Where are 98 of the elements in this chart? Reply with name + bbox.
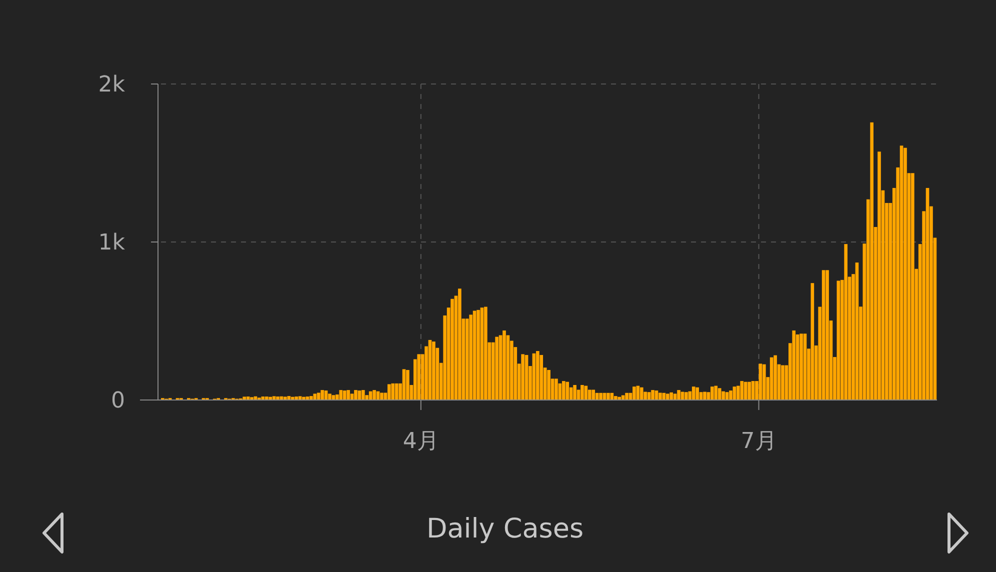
bar xyxy=(718,388,722,400)
bar xyxy=(536,351,540,400)
bar xyxy=(800,334,803,400)
bar xyxy=(428,340,432,400)
bar xyxy=(261,396,265,400)
bar xyxy=(380,392,384,400)
bar xyxy=(792,330,796,400)
bar xyxy=(803,334,807,400)
bar xyxy=(480,308,484,400)
bar xyxy=(762,364,766,400)
bar xyxy=(472,310,476,400)
bar xyxy=(588,390,592,400)
bar xyxy=(722,391,725,400)
bar xyxy=(911,173,914,400)
bar xyxy=(703,392,706,400)
bar xyxy=(692,386,696,400)
bar xyxy=(740,381,744,400)
bar xyxy=(554,378,558,400)
bar xyxy=(320,390,324,400)
bar xyxy=(573,384,576,400)
bar xyxy=(666,394,670,400)
bar xyxy=(926,188,930,400)
bar xyxy=(372,390,376,400)
bar xyxy=(640,387,644,400)
bar xyxy=(450,298,454,400)
bar xyxy=(387,384,391,400)
bar xyxy=(870,122,874,400)
bar xyxy=(391,383,395,400)
bar xyxy=(651,390,654,400)
bar xyxy=(328,394,332,400)
bar xyxy=(540,354,544,400)
bar xyxy=(855,262,859,400)
bar xyxy=(336,394,339,400)
bar xyxy=(904,148,907,400)
bar xyxy=(566,382,570,400)
bar xyxy=(836,280,840,400)
bar xyxy=(406,370,410,400)
bar xyxy=(822,270,826,400)
bar xyxy=(484,306,488,400)
bar xyxy=(599,392,602,400)
bar xyxy=(354,390,358,400)
bar xyxy=(469,314,472,400)
y-tick-label: 0 xyxy=(111,388,125,414)
bar xyxy=(614,396,618,400)
bar xyxy=(402,369,406,400)
bar xyxy=(658,392,662,400)
bar xyxy=(774,355,777,400)
bar xyxy=(310,396,313,400)
bar xyxy=(696,387,699,400)
bar xyxy=(670,392,673,400)
y-tick-label: 1k xyxy=(98,230,126,256)
bar xyxy=(781,365,784,400)
bar xyxy=(284,396,287,400)
bar xyxy=(796,334,800,400)
bar xyxy=(826,270,829,400)
x-tick-label: 4月 xyxy=(402,429,439,454)
bar xyxy=(250,397,254,400)
bar xyxy=(625,392,628,400)
bar xyxy=(900,146,904,400)
bar xyxy=(502,330,506,400)
bar xyxy=(276,396,280,400)
bar xyxy=(547,370,550,400)
bar xyxy=(287,396,291,400)
bar xyxy=(313,394,317,400)
bar xyxy=(465,318,469,400)
bar xyxy=(316,392,320,400)
bar xyxy=(729,390,732,400)
bar xyxy=(432,342,436,400)
bar xyxy=(714,386,718,400)
bar xyxy=(362,390,365,400)
bar xyxy=(878,152,881,400)
y-tick-label: 2k xyxy=(98,72,126,98)
bar xyxy=(592,390,596,400)
text: Daily Cases xyxy=(426,513,584,544)
bar xyxy=(748,382,751,400)
bar xyxy=(662,392,666,400)
bar xyxy=(339,390,343,400)
x-tick-label: 7月 xyxy=(740,429,777,454)
bar xyxy=(495,336,498,400)
bar xyxy=(294,396,298,400)
bar xyxy=(417,354,421,400)
bar xyxy=(580,384,584,400)
bar xyxy=(606,392,610,400)
bar xyxy=(346,390,350,400)
bar xyxy=(810,283,814,400)
bar xyxy=(710,386,714,400)
bar xyxy=(684,392,688,400)
bar xyxy=(458,288,462,400)
bar xyxy=(758,364,762,400)
bar xyxy=(632,386,636,400)
bar xyxy=(644,392,647,400)
bar xyxy=(562,381,566,400)
bar xyxy=(844,244,848,400)
bar xyxy=(521,354,524,400)
bar xyxy=(264,396,268,400)
bar xyxy=(476,310,480,400)
bar xyxy=(677,390,680,400)
bar xyxy=(242,396,246,400)
